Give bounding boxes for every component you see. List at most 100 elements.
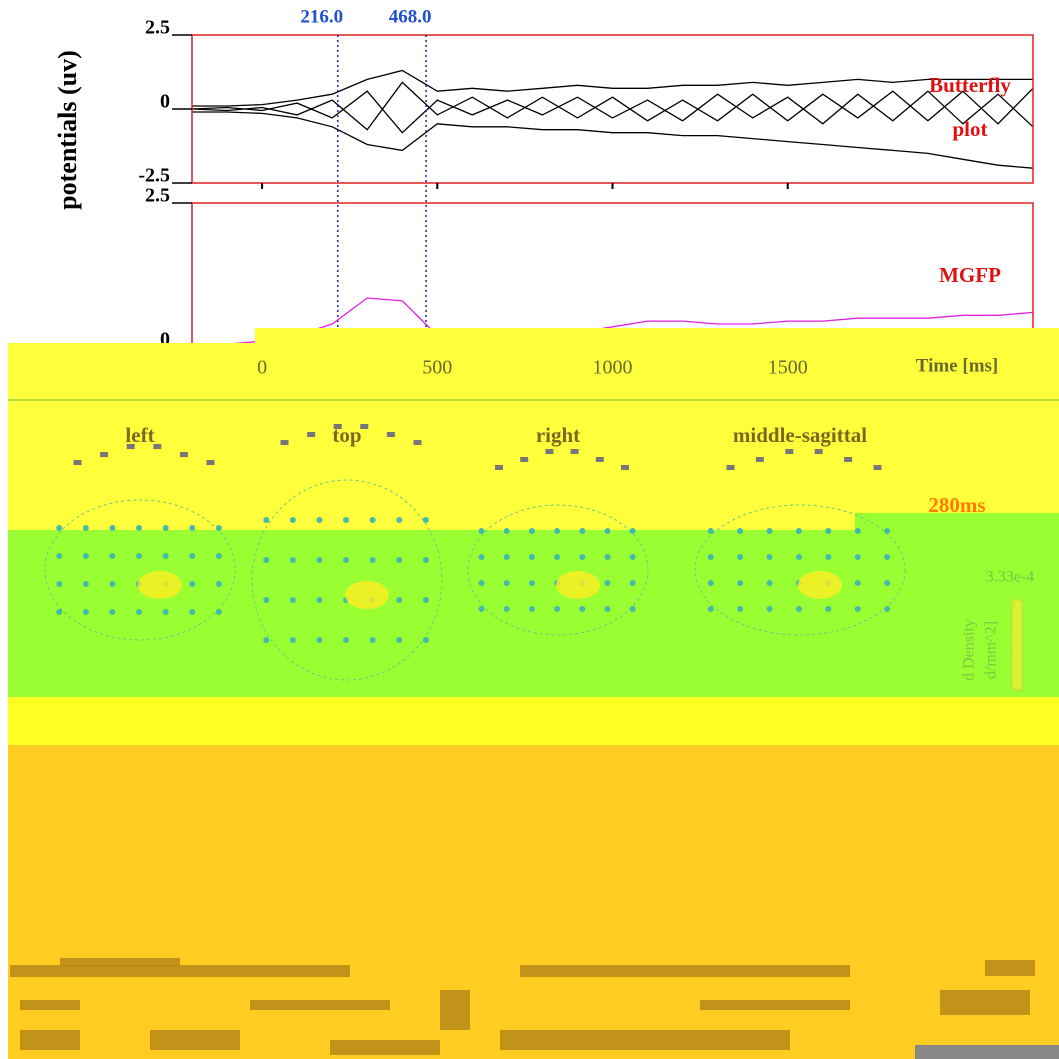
series-line (191, 90, 1034, 134)
x-tick-label: 0 (257, 357, 267, 379)
electrode (478, 580, 485, 586)
electrode-top (621, 465, 629, 470)
head-outline (44, 499, 236, 641)
marker-label: 216.0 (300, 6, 343, 27)
electrode (215, 581, 222, 587)
electrode-top (785, 449, 794, 454)
texts: left top right middle-sagittal 280ms 3.3… (125, 355, 1034, 691)
block (915, 1045, 1059, 1059)
electrode (579, 606, 586, 612)
electrode-top (360, 424, 369, 429)
noise-block (500, 1030, 790, 1050)
electrode (795, 606, 802, 612)
electrode-top (814, 449, 823, 454)
electrode (136, 553, 143, 559)
electrode (289, 597, 296, 603)
electrode (136, 609, 143, 615)
electrode-top (726, 465, 735, 470)
electrode (854, 554, 861, 560)
y-tick-label: 0 (160, 91, 170, 113)
electrode-top (495, 465, 503, 470)
electrode (289, 517, 296, 523)
x-axis-label: Time [ms] (916, 355, 999, 376)
electrode (189, 553, 196, 559)
electrode (629, 528, 636, 534)
electrode (289, 557, 296, 563)
electrode-top (413, 440, 422, 445)
cover (8, 328, 1059, 1059)
electrode (263, 557, 270, 563)
noise-block (985, 960, 1035, 976)
view-label: right (536, 423, 580, 447)
electrode (766, 606, 773, 612)
electrode-top (520, 457, 529, 462)
electrode (737, 606, 744, 612)
time-label: 280ms (928, 493, 985, 517)
noise-block (440, 990, 470, 1030)
electrode (766, 528, 773, 534)
noise-block (150, 1030, 240, 1050)
band (8, 757, 410, 1059)
electrode-top (126, 444, 135, 449)
electrode (503, 528, 510, 534)
activation (345, 581, 389, 609)
y-tick-label: 0 (160, 329, 170, 351)
view-label: top (332, 423, 361, 447)
electrode (369, 637, 376, 643)
electrode (316, 637, 323, 643)
head-outline (467, 504, 649, 636)
noise-block (940, 990, 1030, 1015)
electrode (554, 528, 561, 534)
electrode (369, 517, 376, 523)
electrode (422, 517, 429, 523)
electrode (82, 553, 89, 559)
electrode (825, 554, 832, 560)
y-axis-label: potentials (uv) (53, 50, 82, 210)
electrode (528, 554, 535, 560)
electrode (629, 554, 636, 560)
electrode (162, 525, 169, 531)
electrode (795, 528, 802, 534)
electrode (189, 581, 196, 587)
electrode (82, 581, 89, 587)
noise-block (10, 965, 350, 977)
electrode-top (73, 460, 82, 465)
activation (138, 571, 182, 599)
electrode (579, 528, 586, 534)
electrode (189, 525, 196, 531)
electrode (737, 528, 744, 534)
activation (556, 571, 600, 599)
noise-block (700, 1000, 850, 1010)
series-line (192, 297, 1034, 345)
electrode (422, 557, 429, 563)
band (8, 697, 1059, 745)
electrode (136, 525, 143, 531)
electrode (707, 606, 714, 612)
electrode (707, 554, 714, 560)
noise-block (60, 958, 180, 966)
electrode (478, 606, 485, 612)
electrode-top (333, 424, 342, 429)
electrode (82, 609, 89, 615)
electrode (884, 528, 891, 534)
series-line (192, 69, 1033, 107)
plots: -2.5 0 2.5 potentials (uv) Butterfly plot 216.… (53, 6, 1034, 353)
electrode (707, 528, 714, 534)
head-outline (251, 479, 443, 681)
series-line (191, 81, 1034, 131)
electrode (343, 517, 350, 523)
electrode (604, 606, 611, 612)
x-tick-label: 1000 (593, 357, 633, 379)
electrode (109, 581, 116, 587)
noise-block (20, 1000, 80, 1010)
head-outline (694, 504, 906, 636)
electrode (369, 557, 376, 563)
electrode-top (153, 444, 162, 449)
colorbar (1011, 599, 1023, 691)
electrode-top (755, 457, 764, 462)
y-tick-label: 2.5 (145, 17, 170, 39)
electrode (528, 606, 535, 612)
electrode (825, 606, 832, 612)
electrode (579, 554, 586, 560)
electrode (795, 554, 802, 560)
